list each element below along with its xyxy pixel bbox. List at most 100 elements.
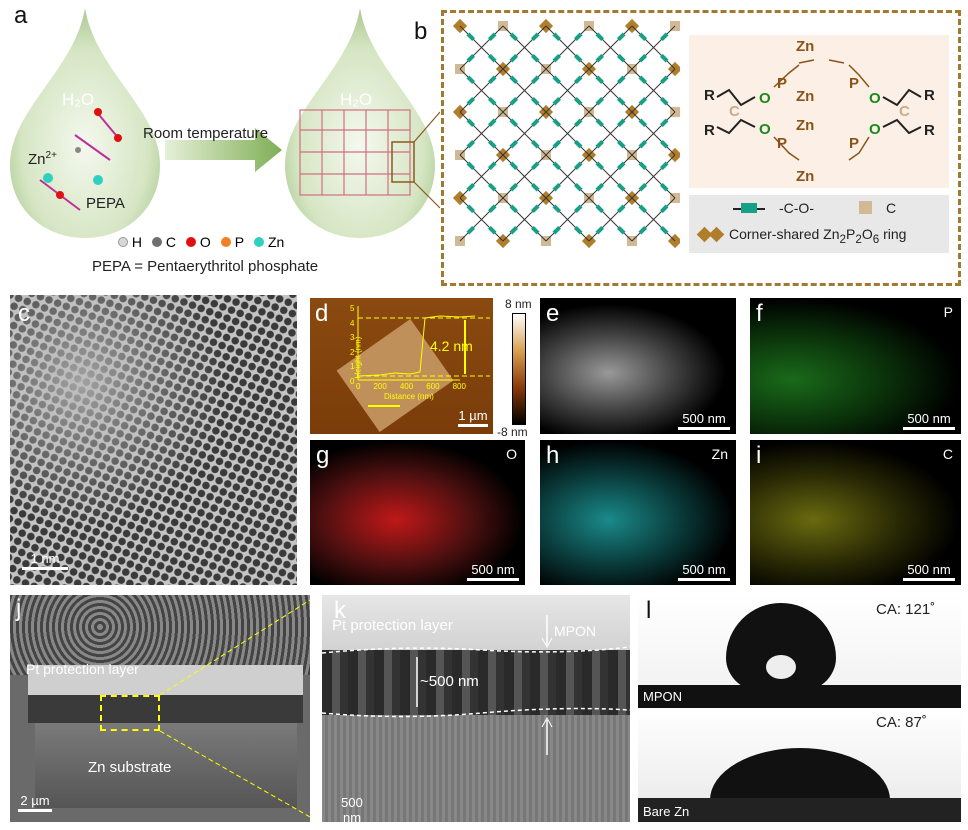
- co-bond: [617, 118, 626, 127]
- co-bond: [466, 75, 475, 84]
- co-bond: [466, 183, 475, 192]
- zn-ion-label: Zn2+: [28, 150, 57, 168]
- co-bond: [660, 118, 669, 127]
- co-bond: [638, 226, 647, 235]
- co-bond: [531, 97, 540, 106]
- panel-label-i: i: [756, 442, 762, 469]
- co-bond: [574, 183, 583, 192]
- co-bond: [509, 75, 518, 84]
- co-bond: [595, 204, 604, 213]
- scale-bar-i: 500 nm: [903, 562, 955, 581]
- legend-h: H: [118, 234, 142, 250]
- scale-bar-e: 500 nm: [678, 411, 730, 430]
- bare-zn-label: Bare Zn: [643, 804, 690, 819]
- co-bond: [466, 97, 475, 106]
- pepa-molecule-icon: [39, 108, 122, 211]
- co-bond: [660, 32, 669, 41]
- co-bond: [466, 140, 475, 149]
- co-bond: [552, 54, 561, 63]
- scale-bar-c: 1 nm: [22, 551, 68, 570]
- scale-bar-j: 2 µm: [18, 793, 52, 812]
- panel-label-a: a: [14, 2, 28, 29]
- co-bond: [466, 204, 475, 213]
- co-bond: [552, 32, 561, 41]
- co-bond: [617, 226, 626, 235]
- panel-f-p-map: f P 500 nm: [750, 298, 961, 434]
- co-bond: [466, 54, 475, 63]
- co-bond: [552, 75, 561, 84]
- zoom-box: [100, 695, 160, 731]
- co-bond: [617, 54, 626, 63]
- legend-p: P: [220, 234, 244, 250]
- contact-angle-bare-zn: CA: 87˚: [876, 714, 927, 731]
- zoom-box: [391, 141, 415, 183]
- mpon-framework-icon: [299, 109, 411, 196]
- zn-substrate-label: Zn substrate: [88, 759, 172, 776]
- carbon-node: [584, 21, 594, 31]
- scale-bar-k: 500 nm: [332, 795, 372, 822]
- element-label-p: P: [943, 304, 953, 320]
- co-bond: [488, 226, 497, 235]
- height-colorbar: [512, 313, 526, 425]
- co-bond: [552, 204, 561, 213]
- legend-c: C: [152, 234, 176, 250]
- atom-legend: H C O P Zn: [118, 234, 284, 250]
- co-bond: [660, 97, 669, 106]
- co-bond: [466, 226, 475, 235]
- co-bond: [638, 183, 647, 192]
- mpon-label: MPON: [554, 623, 596, 639]
- co-bond: [574, 97, 583, 106]
- co-bond: [638, 161, 647, 170]
- panel-j-fib-sem-image: j Pt protection layer Zn substrate 2 µm: [10, 595, 310, 822]
- panel-label-k: k: [334, 597, 346, 624]
- co-bond: [509, 140, 518, 149]
- co-bond: [617, 75, 626, 84]
- co-bond: [488, 32, 497, 41]
- colorbar-min: -8 nm: [497, 425, 528, 439]
- co-bond: [488, 118, 497, 127]
- water-label-right: H₂O: [340, 90, 373, 109]
- co-bond: [552, 97, 561, 106]
- scale-bar-d: 1 µm: [458, 408, 488, 427]
- co-bond: [617, 140, 626, 149]
- panel-l-contact-angle-mpon: l CA: 121˚ MPON: [638, 595, 961, 708]
- x-axis-label: Distance (nm): [384, 392, 434, 401]
- co-bond: [660, 226, 669, 235]
- co-bond: [509, 161, 518, 170]
- co-bond: [531, 183, 540, 192]
- co-bond: [595, 54, 604, 63]
- co-bond: [595, 97, 604, 106]
- co-bond: [574, 140, 583, 149]
- co-bond: [552, 118, 561, 127]
- reaction-arrow: [165, 128, 282, 172]
- carbon-node: [498, 21, 508, 31]
- height-profile-plot: [357, 306, 490, 407]
- co-bond: [531, 161, 540, 170]
- element-label-zn: Zn: [711, 446, 728, 462]
- co-bond: [466, 161, 475, 170]
- co-bond: [617, 32, 626, 41]
- co-bond: [488, 75, 497, 84]
- co-bond: [466, 118, 475, 127]
- contact-angle-mpon: CA: 121˚: [876, 601, 936, 618]
- co-bond: [574, 161, 583, 170]
- co-bond: [638, 140, 647, 149]
- co-bond: [595, 161, 604, 170]
- scale-bar-f: 500 nm: [903, 411, 955, 430]
- carbon-icon: [859, 201, 872, 214]
- co-bond: [466, 32, 475, 41]
- co-bond: [488, 140, 497, 149]
- co-bond: [531, 226, 540, 235]
- x-ticks: 0 200 400 600 800: [356, 382, 466, 391]
- co-bond: [617, 161, 626, 170]
- co-bond: [488, 183, 497, 192]
- co-bond: [509, 97, 518, 106]
- colorbar-max: 8 nm: [505, 297, 532, 311]
- panel-k-cross-section: k Pt protection layer MPON ~500 nm 500 n…: [322, 595, 630, 822]
- co-bond: [638, 32, 647, 41]
- scale-bar-h: 500 nm: [678, 562, 730, 581]
- y-axis-label: Height (nm): [353, 336, 363, 379]
- framework-lattice: [452, 18, 680, 249]
- co-bond: [488, 161, 497, 170]
